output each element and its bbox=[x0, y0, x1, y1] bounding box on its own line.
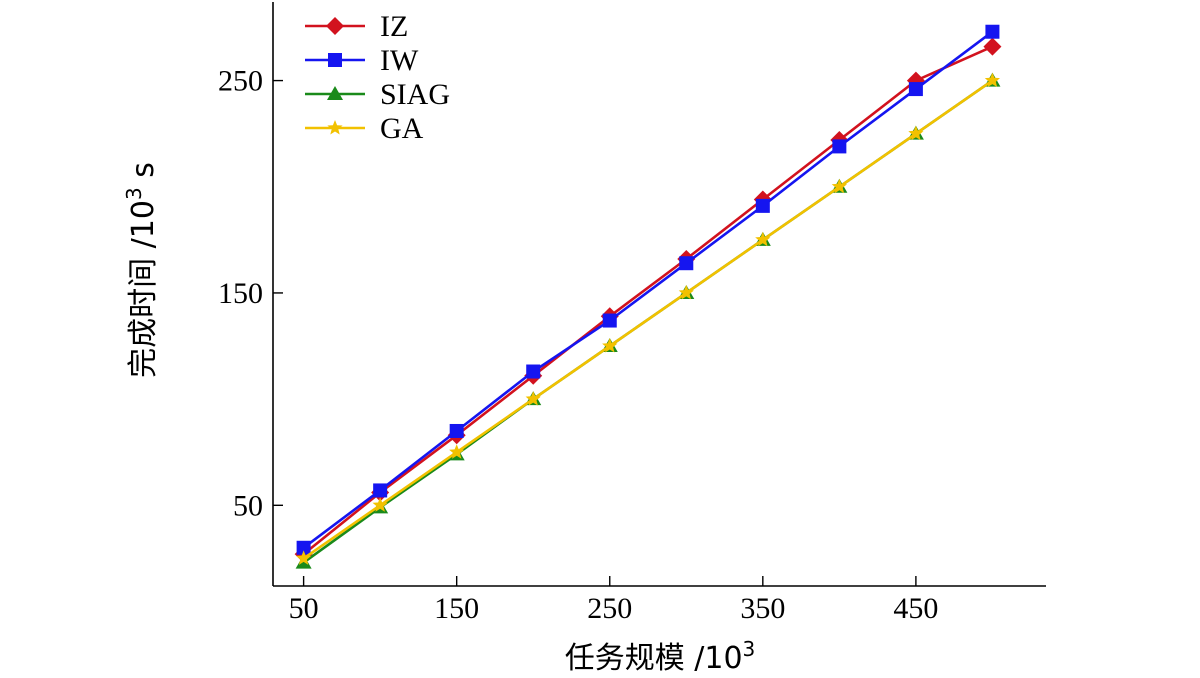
data-point-iz bbox=[983, 37, 1002, 56]
data-point-iw bbox=[296, 540, 311, 555]
x-tick-label: 450 bbox=[893, 592, 938, 625]
legend-label: IW bbox=[380, 44, 419, 77]
x-tick-label: 150 bbox=[434, 592, 479, 625]
data-point-ga bbox=[831, 178, 847, 194]
legend-item-ga: GA bbox=[305, 112, 424, 145]
data-point-iw bbox=[832, 139, 847, 154]
data-point-iw bbox=[449, 423, 464, 438]
x-axis-title: 任务规模 /103 bbox=[565, 637, 756, 676]
y-tick-label: 250 bbox=[218, 65, 263, 98]
x-tick-label: 50 bbox=[289, 592, 319, 625]
y-tick-label: 150 bbox=[218, 277, 263, 310]
data-point-ga bbox=[525, 391, 541, 406]
data-point-ga bbox=[678, 284, 694, 300]
y-tick-label: 50 bbox=[233, 489, 263, 522]
legend-marker bbox=[326, 17, 344, 35]
legend-marker bbox=[327, 86, 343, 100]
data-point-ga bbox=[296, 550, 312, 565]
x-tick-label: 250 bbox=[587, 592, 632, 625]
data-point-iw bbox=[679, 256, 694, 271]
legend-label: GA bbox=[380, 112, 424, 145]
data-point-iw bbox=[373, 483, 388, 498]
series-layer bbox=[294, 24, 1002, 569]
data-point-iw bbox=[908, 82, 923, 97]
legend-item-iz: IZ bbox=[305, 10, 408, 43]
legend-item-siag: SIAG bbox=[305, 78, 450, 111]
series-iw bbox=[296, 24, 1000, 555]
data-point-iw bbox=[755, 198, 770, 213]
series-line-ga bbox=[302, 79, 994, 560]
legend-label: IZ bbox=[380, 10, 408, 43]
data-point-iw bbox=[526, 364, 541, 379]
series-line-iz bbox=[302, 45, 993, 556]
series-line-iw bbox=[302, 30, 994, 549]
data-point-iw bbox=[985, 24, 1000, 39]
series-ga bbox=[296, 72, 1000, 565]
legend-marker bbox=[328, 53, 342, 67]
data-point-ga bbox=[984, 72, 1000, 87]
data-point-ga bbox=[908, 125, 924, 141]
x-tick-label: 350 bbox=[740, 592, 785, 625]
data-point-ga bbox=[602, 338, 618, 353]
plot-area bbox=[272, 2, 1046, 587]
data-point-ga bbox=[755, 231, 771, 247]
data-point-ga bbox=[449, 444, 465, 459]
data-point-iw bbox=[602, 313, 617, 328]
data-point-ga bbox=[372, 497, 388, 512]
legend-label: SIAG bbox=[380, 78, 450, 111]
axis-ticks: 50 150 250 350 450 50 150 250 bbox=[218, 65, 938, 625]
legend-marker bbox=[327, 120, 343, 135]
legend-item-iw: IW bbox=[305, 44, 419, 77]
y-axis-title: 完成时间 /103 s bbox=[122, 162, 161, 378]
